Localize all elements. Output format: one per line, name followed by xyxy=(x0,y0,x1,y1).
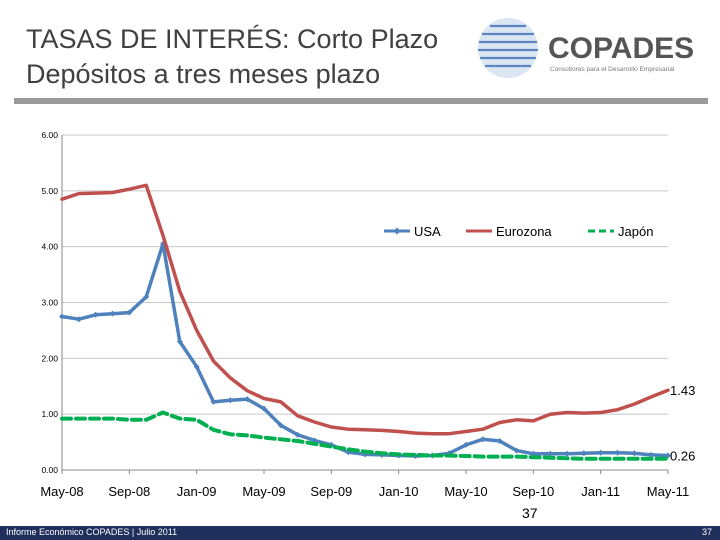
chart-legend: USA Eurozona Japón xyxy=(384,224,653,239)
data-point xyxy=(244,396,251,403)
data-point xyxy=(210,398,217,405)
legend-label: USA xyxy=(414,224,441,239)
data-point xyxy=(109,310,116,317)
series-line-eurozona xyxy=(60,183,670,436)
chart-annotations: 1.43 0.26 xyxy=(670,383,695,463)
data-point xyxy=(463,441,469,448)
x-tick-label: May-11 xyxy=(647,484,689,499)
y-tick-label: 3.00 xyxy=(41,298,58,308)
chart-page-label: 37 xyxy=(522,505,538,521)
data-point xyxy=(614,449,621,456)
x-tick-label: Sep-08 xyxy=(108,484,150,499)
x-tick-label: Jan-11 xyxy=(581,484,620,499)
y-tick-label: 0.00 xyxy=(41,465,58,475)
page-title: TASAS DE INTERÉS: Corto Plazo Depósitos … xyxy=(26,22,438,92)
y-axis: 0.00 1.00 2.00 3.00 4.00 5.00 6.00 xyxy=(41,130,63,475)
data-point xyxy=(277,422,284,429)
data-label: 1.43 xyxy=(670,383,695,398)
footer-bar xyxy=(0,526,720,540)
data-point xyxy=(479,436,486,443)
x-tick-label: May-08 xyxy=(40,484,83,499)
chart-grid xyxy=(62,134,668,471)
x-axis: May-08 Sep-08 Jan-09 May-09 Sep-09 Jan-10 May-… xyxy=(40,470,689,499)
x-tick-label: Sep-09 xyxy=(310,484,352,499)
y-tick-label: 4.00 xyxy=(41,242,58,252)
data-point xyxy=(261,405,267,412)
data-point xyxy=(176,338,183,345)
logo-wordmark: COPADES xyxy=(548,32,694,65)
title-line-1: TASAS DE INTERÉS: Corto Plazo xyxy=(26,24,439,54)
data-point xyxy=(597,449,604,456)
series-line-japón xyxy=(60,410,670,461)
x-tick-label: Jan-09 xyxy=(177,484,217,499)
data-point xyxy=(92,311,99,318)
title-line-2: Depósitos a tres meses plazo xyxy=(26,59,381,89)
x-tick-label: May-10 xyxy=(444,484,487,499)
y-tick-label: 6.00 xyxy=(41,130,58,140)
y-tick-label: 2.00 xyxy=(41,353,58,363)
data-point xyxy=(648,451,655,458)
legend-label: Japón xyxy=(618,224,653,239)
logo-tagline: Consultores para el Desarrollo Empresari… xyxy=(550,66,675,73)
data-point xyxy=(513,447,520,454)
y-tick-label: 1.00 xyxy=(41,409,58,419)
footer-page-number: 37 xyxy=(701,527,712,537)
data-point xyxy=(294,431,301,438)
x-tick-label: Sep-10 xyxy=(512,484,554,499)
legend-label: Eurozona xyxy=(496,224,552,239)
data-point xyxy=(564,450,570,457)
data-point xyxy=(665,452,671,459)
y-tick-label: 5.00 xyxy=(41,186,58,196)
x-tick-label: Jan-10 xyxy=(379,484,419,499)
footer-report-label: Informe Económico COPADES | Julio 2011 xyxy=(6,527,178,537)
data-point xyxy=(126,309,133,316)
data-point xyxy=(631,450,638,457)
copades-logo: COPADES Consultores para el Desarrollo E… xyxy=(478,18,694,78)
data-point xyxy=(227,397,234,404)
data-point xyxy=(59,313,65,320)
data-point xyxy=(496,437,503,444)
data-point xyxy=(193,363,200,370)
logo-globe-icon xyxy=(478,18,538,78)
data-point xyxy=(547,450,554,457)
data-point xyxy=(580,450,587,457)
data-label: 0.26 xyxy=(670,448,695,463)
legend-marker xyxy=(393,227,401,235)
interest-rate-chart: 0.00 1.00 2.00 3.00 4.00 5.00 6.00 May-08 Sep-0… xyxy=(40,130,695,499)
title-divider xyxy=(14,98,708,104)
data-point xyxy=(143,293,150,300)
series-line-usa xyxy=(60,242,670,458)
x-tick-label: May-09 xyxy=(242,484,285,499)
data-point xyxy=(75,316,82,323)
series-lines xyxy=(59,183,671,461)
